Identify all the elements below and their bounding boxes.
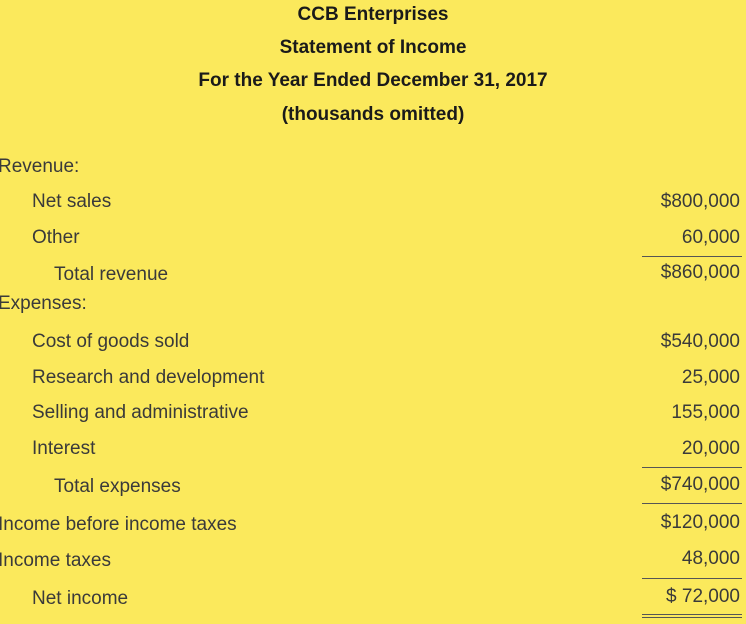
net-sales-amount: $800,000 bbox=[660, 191, 740, 212]
underline-other-revenue bbox=[642, 256, 742, 257]
interest-label: Interest bbox=[32, 438, 96, 459]
net-sales-label: Net sales bbox=[32, 191, 112, 212]
pretax-income-amount: $120,000 bbox=[660, 512, 740, 533]
pretax-income-label: Income before income taxes bbox=[0, 514, 237, 535]
revenue-heading: Revenue: bbox=[0, 156, 80, 177]
underline-total-expenses bbox=[642, 503, 742, 504]
total-revenue-label: Total revenue bbox=[54, 264, 169, 285]
total-expenses-label: Total expenses bbox=[54, 476, 181, 497]
income-taxes-label: Income taxes bbox=[0, 550, 111, 571]
expenses-heading: Expenses: bbox=[0, 293, 87, 314]
sga-amount: 155,000 bbox=[671, 402, 740, 423]
net-income-label: Net income bbox=[32, 588, 129, 609]
sga-label: Selling and administrative bbox=[32, 402, 249, 423]
statement-title: Statement of Income bbox=[279, 37, 467, 58]
other-revenue-label: Other bbox=[32, 227, 80, 248]
double-underline-net-income bbox=[642, 614, 742, 618]
income-taxes-amount: 48,000 bbox=[681, 548, 740, 569]
underline-income-taxes bbox=[642, 578, 742, 579]
statement-period: For the Year Ended December 31, 2017 bbox=[198, 70, 548, 91]
interest-amount: 20,000 bbox=[681, 438, 740, 459]
cogs-amount: $540,000 bbox=[660, 331, 740, 352]
units-note: (thousands omitted) bbox=[281, 104, 465, 125]
total-expenses-amount: $740,000 bbox=[660, 474, 740, 495]
underline-interest bbox=[642, 467, 742, 468]
cogs-label: Cost of goods sold bbox=[32, 331, 190, 352]
rnd-amount: 25,000 bbox=[681, 367, 740, 388]
net-income-amount: $ 72,000 bbox=[666, 586, 740, 607]
rnd-label: Research and development bbox=[32, 367, 265, 388]
company-name: CCB Enterprises bbox=[297, 4, 449, 25]
total-revenue-amount: $860,000 bbox=[660, 262, 740, 283]
other-revenue-amount: 60,000 bbox=[681, 227, 740, 248]
